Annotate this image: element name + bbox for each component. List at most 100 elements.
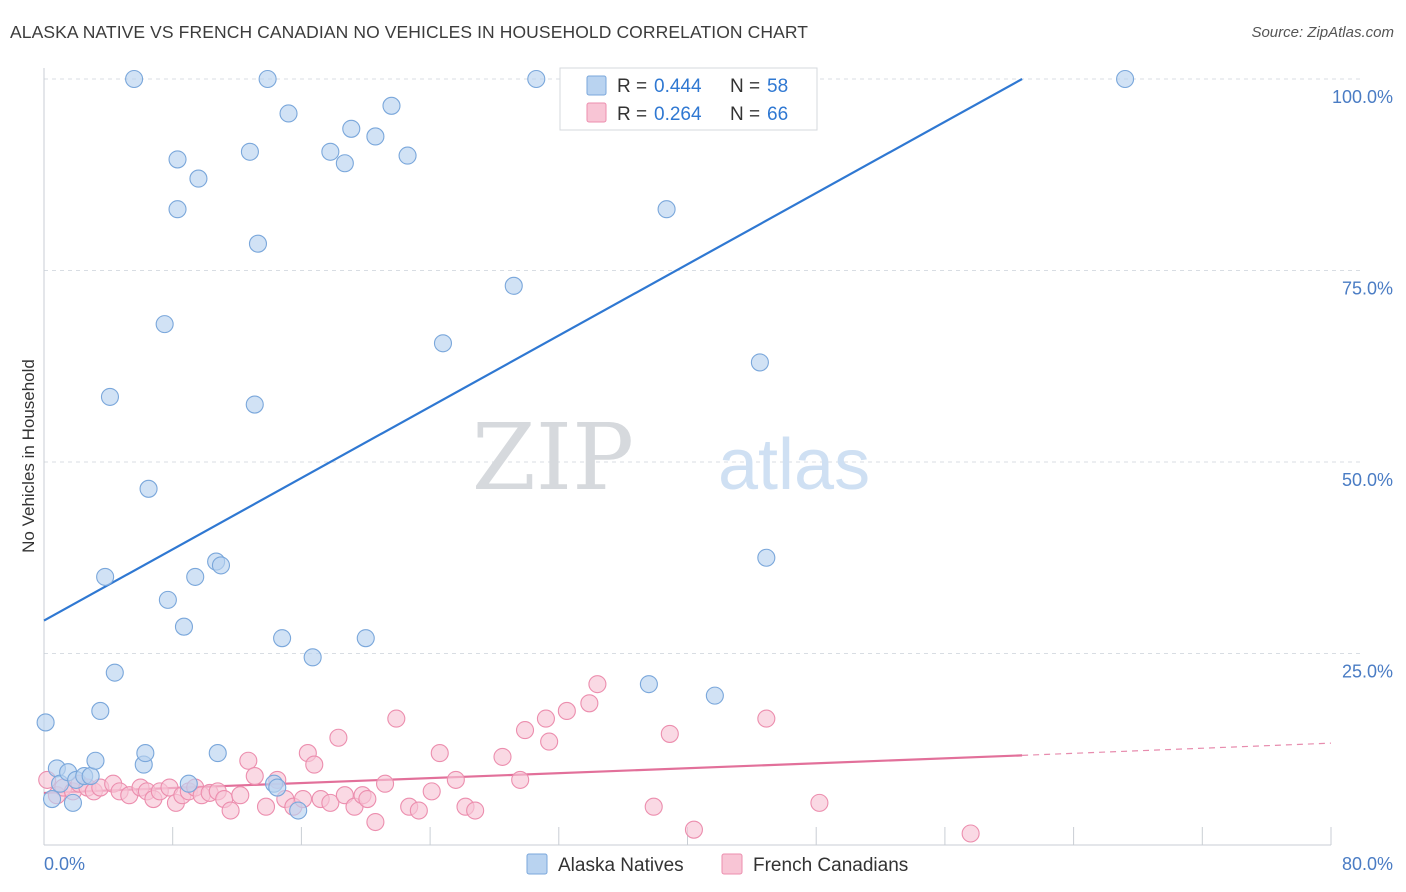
french-point-36 [321, 793, 340, 812]
alaska-point-39 [321, 142, 340, 161]
french-point-63 [757, 709, 776, 728]
legend-r-value-2: 0.264 [654, 104, 702, 125]
bottom-legend-label-alaska: Alaska Natives [558, 855, 684, 876]
french-point-43 [376, 774, 395, 793]
alaska-point-23 [179, 774, 198, 793]
alaska-point-14 [125, 69, 144, 89]
french-point-60 [644, 797, 663, 816]
bottom-legend-swatch-pink [721, 853, 743, 875]
french-point-52 [493, 747, 512, 766]
french-point-48 [430, 744, 449, 763]
alaska-point-38 [303, 648, 322, 667]
alaska-point-19 [158, 590, 177, 609]
alaska-point-16 [136, 744, 155, 763]
x-tick-label-max: 80.0% [1342, 854, 1393, 874]
french-point-64 [810, 793, 829, 812]
axes [43, 68, 1332, 846]
alaska-point-53 [750, 353, 769, 372]
watermark-atlas: atlas [718, 425, 870, 505]
zipatlas-watermark: ZIP atlas [472, 404, 870, 511]
alaska-point-21 [168, 150, 187, 169]
alaska-point-20 [168, 200, 187, 219]
legend-n-label-1: N = [730, 76, 760, 97]
french-point-44 [387, 709, 406, 728]
bottom-legend-label-french: French Canadians [753, 855, 908, 876]
french-point-53 [511, 770, 530, 789]
alaska-point-8 [81, 767, 100, 786]
alaska-point-11 [96, 567, 115, 586]
bottom-legend-swatch-blue [526, 853, 548, 875]
french-point-24 [221, 801, 240, 820]
legend-r-value-1: 0.444 [654, 76, 702, 97]
french-point-37 [329, 728, 348, 747]
alaska-point-43 [366, 127, 385, 146]
legend-n-label-2: N = [730, 104, 760, 125]
french-point-28 [256, 797, 276, 816]
alaska-point-25 [189, 169, 208, 188]
french-point-41 [358, 789, 377, 809]
alaska-point-32 [258, 69, 277, 89]
alaska-point-51 [657, 200, 676, 219]
y-tick-label-3: 25.0% [1342, 662, 1393, 682]
alaska-point-46 [433, 334, 453, 353]
alaska-point-29 [240, 142, 259, 161]
alaska-natives-points [36, 69, 1135, 820]
alaska-point-34 [268, 778, 287, 797]
legend-n-value-1: 58 [767, 76, 788, 97]
french-point-55 [536, 709, 555, 728]
french-point-56 [540, 732, 559, 751]
alaska-point-9 [86, 751, 105, 770]
source-label: Source: ZipAtlas.com [1251, 24, 1394, 41]
grid-lines: 100.0% 75.0% 50.0% 25.0% [44, 78, 1393, 682]
alaska-point-24 [186, 567, 205, 586]
alaska-point-18 [155, 315, 174, 334]
y-tick-label-2: 50.0% [1342, 470, 1393, 490]
french-point-46 [409, 801, 428, 820]
alaska-point-10 [91, 701, 110, 721]
alaska-point-45 [398, 146, 417, 165]
alaska-point-54 [757, 548, 776, 567]
y-tick-label-1: 75.0% [1342, 279, 1393, 299]
french-point-51 [466, 801, 485, 820]
alaska-point-44 [382, 96, 401, 115]
series-legend: Alaska Natives French Canadians [526, 853, 908, 876]
french-point-49 [446, 770, 465, 789]
legend-swatch-pink [586, 102, 607, 123]
alaska-point-35 [273, 629, 292, 648]
alaska-point-12 [100, 387, 120, 406]
alaska-point-37 [289, 801, 308, 820]
legend-n-value-2: 66 [767, 104, 788, 125]
legend-r-label-2: R = [617, 104, 647, 125]
alaska-point-50 [639, 675, 658, 694]
french-point-42 [366, 812, 385, 832]
french-canadians-points [38, 675, 980, 843]
legend-r-label-1: R = [617, 76, 647, 97]
alaska-point-52 [705, 686, 724, 705]
french-point-57 [557, 701, 576, 721]
chart-title: ALASKA NATIVE VS FRENCH CANADIAN NO VEHI… [10, 22, 809, 42]
alaska-point-28 [211, 556, 231, 575]
alaska-point-22 [174, 617, 194, 636]
french-point-25 [231, 786, 250, 805]
y-axis-label: No Vehicles in Household [19, 359, 38, 553]
alaska-point-55 [1116, 69, 1135, 89]
alaska-point-17 [139, 479, 158, 498]
french-point-54 [515, 721, 535, 740]
french-point-62 [684, 820, 703, 839]
alaska-point-30 [245, 395, 264, 414]
y-tick-label-0: 100.0% [1332, 87, 1393, 107]
x-tick-label-min: 0.0% [44, 854, 85, 874]
french-point-26 [239, 751, 258, 770]
alaska-point-5 [63, 793, 83, 812]
alaska-point-0 [36, 713, 55, 732]
alaska-point-42 [356, 629, 375, 648]
alaska-point-41 [342, 119, 361, 138]
alaska-point-13 [105, 663, 124, 682]
alaska-point-36 [279, 104, 298, 123]
stats-legend: R = 0.444 N = 58 R = 0.264 N = 66 [559, 67, 818, 131]
french-point-59 [588, 675, 607, 694]
alaska-point-27 [208, 744, 227, 763]
french-point-58 [580, 694, 599, 713]
french-point-65 [961, 824, 980, 843]
french-point-34 [305, 755, 324, 774]
